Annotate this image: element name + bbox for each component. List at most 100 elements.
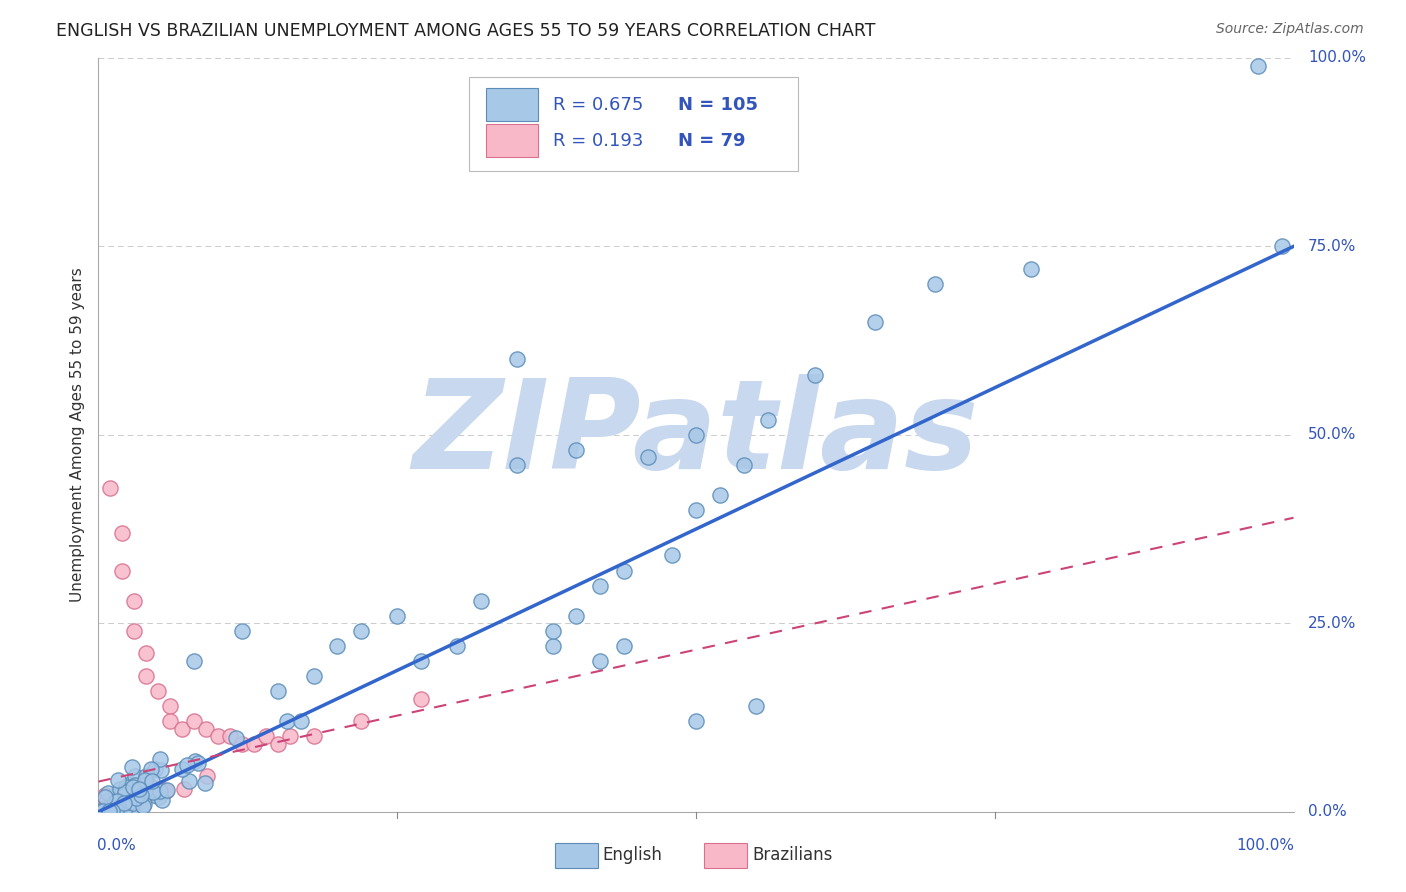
Point [173,781,195,796]
Point [1271,239,1294,253]
Point [114,804,136,818]
Point [149,752,172,766]
FancyBboxPatch shape [470,77,797,171]
Point [129,794,152,808]
Point [120,804,142,818]
Point [93,799,115,814]
Point [132,797,155,811]
Point [637,450,659,465]
Point [93,802,115,816]
Point [865,315,887,329]
Point [90,804,112,818]
Point [122,783,145,797]
Point [243,737,266,751]
Point [100,796,122,810]
Point [105,801,128,815]
Point [142,785,165,799]
Point [97,786,120,800]
Point [111,525,134,540]
Point [93,800,115,814]
Point [924,277,946,291]
Point [804,368,827,382]
Point [128,781,150,796]
Point [93,790,115,805]
Text: N = 79: N = 79 [678,132,745,150]
Point [326,639,349,653]
Point [231,624,253,638]
Point [117,797,139,811]
Point [114,788,136,802]
Point [709,488,731,502]
Point [125,789,148,804]
Point [115,796,138,810]
Point [411,654,433,668]
Text: R = 0.675: R = 0.675 [553,95,643,113]
Point [194,776,217,790]
Point [132,778,155,792]
Point [159,699,181,714]
Point [97,804,120,818]
Point [134,773,156,788]
Point [127,793,149,807]
Point [195,722,218,736]
Text: 50.0%: 50.0% [1308,427,1357,442]
Point [290,714,312,729]
Point [745,699,768,714]
Point [91,803,114,817]
FancyBboxPatch shape [485,88,538,121]
Point [93,798,115,813]
Text: English: English [603,847,662,864]
Point [685,503,707,517]
Point [111,797,134,811]
Point [136,779,159,793]
Point [97,803,120,817]
Point [350,624,373,638]
Point [142,788,165,802]
Point [101,799,124,814]
Point [613,639,636,653]
Point [112,795,135,809]
Point [93,801,115,815]
Text: Source: ZipAtlas.com: Source: ZipAtlas.com [1216,22,1364,37]
Point [111,803,134,817]
Point [89,795,111,809]
Point [117,795,139,809]
Point [685,714,707,729]
Point [118,777,141,791]
Point [91,804,114,818]
Point [225,731,247,746]
Point [101,804,124,818]
Point [565,608,588,623]
Point [120,801,142,815]
Point [108,781,131,796]
Point [105,794,128,808]
Point [121,795,143,809]
Point [103,788,125,802]
Point [112,796,135,810]
Point [107,804,129,818]
Text: 100.0%: 100.0% [1237,838,1295,853]
Point [125,790,148,805]
Point [91,797,114,812]
Point [98,481,122,495]
Point [135,785,157,799]
Point [506,352,529,367]
Text: 75.0%: 75.0% [1308,239,1357,254]
Point [107,800,129,814]
Point [159,714,181,729]
Point [661,549,683,563]
Text: 0.0%: 0.0% [97,838,136,853]
Point [141,773,163,788]
Point [138,779,160,793]
Point [105,800,128,814]
FancyBboxPatch shape [555,843,598,868]
Point [135,647,157,661]
Point [177,774,200,789]
Point [149,764,172,778]
Text: 100.0%: 100.0% [1308,51,1365,65]
Point [129,788,152,802]
Point [219,730,242,744]
Point [276,714,298,729]
Point [267,737,290,751]
Point [124,593,146,607]
